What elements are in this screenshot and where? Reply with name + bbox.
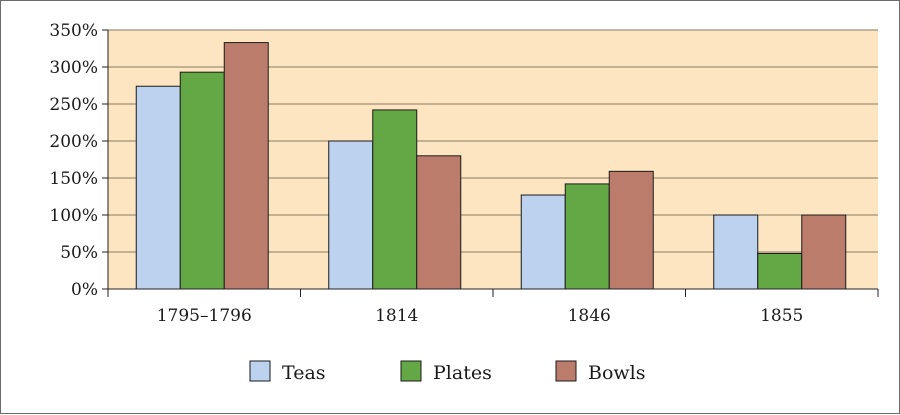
bar-plates [179, 71, 225, 290]
x-tick-label: 1795–1796 [157, 306, 252, 326]
bar-bowls [416, 155, 462, 290]
legend-swatch-teas [249, 360, 271, 382]
x-tick-label: 1814 [375, 306, 418, 326]
y-tick-label: 250% [49, 95, 98, 115]
bar-teas [713, 214, 759, 290]
x-tick-label: 1855 [760, 306, 803, 326]
plot-area: 0% 50% 100% 150% 200% 250% 300% 350% 1795–1796 18… [49, 21, 879, 326]
legend: Teas Plates Bowls [249, 360, 646, 384]
bar-plates [564, 183, 610, 290]
legend-swatch-plates [400, 360, 422, 382]
bar-teas [328, 140, 374, 290]
legend-label-bowls: Bowls [588, 362, 646, 384]
legend-label-teas: Teas [282, 362, 326, 384]
y-tick-label: 150% [49, 169, 98, 189]
bar-plates [757, 252, 803, 290]
legend-label-plates: Plates [433, 362, 492, 384]
legend-swatch-bowls [555, 360, 577, 382]
x-tick-label: 1846 [568, 306, 611, 326]
y-tick-label: 300% [49, 58, 98, 78]
bar-bowls [223, 42, 269, 290]
bar-plates [372, 109, 418, 290]
y-tick-label: 350% [49, 21, 98, 41]
y-tick-label: 0% [71, 280, 98, 300]
bar-teas [520, 194, 566, 290]
y-tick-label: 50% [60, 243, 98, 263]
bar-teas [135, 85, 181, 290]
y-tick-label: 200% [49, 132, 98, 152]
bar-bowls [608, 170, 654, 290]
y-tick-label: 100% [49, 206, 98, 226]
bar-bowls [801, 214, 847, 290]
